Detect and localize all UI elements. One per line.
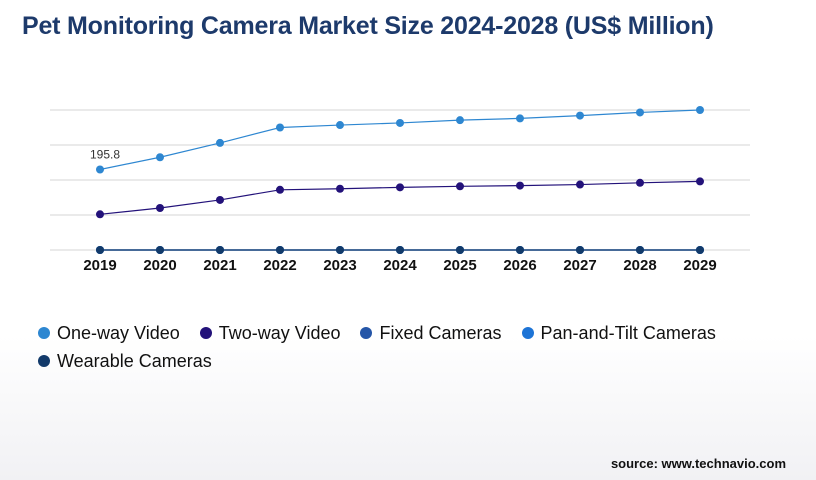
legend-label: Fixed Cameras <box>379 322 502 343</box>
x-tick-label: 2028 <box>623 257 656 274</box>
legend-marker <box>38 327 50 339</box>
data-point <box>156 153 164 162</box>
x-tick-label: 2022 <box>263 257 296 274</box>
series-4 <box>96 246 704 254</box>
data-point <box>516 114 524 123</box>
legend-item: Two-way Video <box>199 322 341 344</box>
x-tick-label: 2025 <box>443 257 476 274</box>
data-point <box>216 246 224 254</box>
series-0 <box>96 106 704 174</box>
data-point <box>696 246 704 254</box>
data-point <box>636 246 644 254</box>
x-tick-label: 2023 <box>323 257 356 274</box>
legend-marker <box>38 355 50 367</box>
data-point <box>516 246 524 254</box>
data-point <box>516 181 524 190</box>
data-point <box>396 246 404 254</box>
x-axis-ticks: 2019 2020 2021 2022 2023 2024 2025 2026 2027 2028… <box>83 257 716 274</box>
grid-lines <box>50 109 750 251</box>
data-point <box>696 177 704 186</box>
x-tick-label: 2021 <box>203 257 236 274</box>
data-point <box>576 180 584 189</box>
x-tick-label: 2024 <box>383 257 417 274</box>
legend-marker <box>199 327 212 339</box>
data-point <box>336 246 344 254</box>
x-tick-label: 2020 <box>143 257 176 274</box>
data-point <box>336 121 344 130</box>
x-tick-label: 2029 <box>683 257 716 274</box>
data-point <box>216 195 224 204</box>
data-point <box>96 210 104 219</box>
chart-title: Pet Monitoring Camera Market Size 2024-2… <box>22 12 714 40</box>
source-note: source: www.technavio.com <box>610 456 786 471</box>
data-point <box>276 185 284 194</box>
chart-legend: One-way Video Two-way Video Fixed Cameras P… <box>38 322 798 372</box>
legend-label: Two-way Video <box>218 322 341 343</box>
x-tick-label: 2019 <box>83 257 116 274</box>
data-point <box>336 184 344 193</box>
data-point <box>156 204 164 212</box>
line-chart: 195.8 2019 2020 2021 2022 2023 2024 2025 2026 20… <box>50 106 750 274</box>
legend-marker <box>360 327 373 339</box>
legend-item: Wearable Cameras <box>38 350 212 372</box>
data-label: 195.8 <box>90 148 120 162</box>
data-point <box>396 118 404 127</box>
data-point <box>96 246 104 254</box>
series-line <box>99 109 701 171</box>
data-point <box>576 111 584 120</box>
data-point <box>396 183 404 192</box>
data-point <box>576 246 584 254</box>
legend-item: Fixed Cameras <box>360 322 502 344</box>
data-point <box>636 178 644 187</box>
x-tick-label: 2027 <box>563 257 596 274</box>
data-point <box>636 108 644 117</box>
legend-label: One-way Video <box>57 322 180 343</box>
data-point <box>456 246 464 254</box>
x-tick-label: 2026 <box>503 257 536 274</box>
data-point <box>456 182 464 191</box>
legend-marker <box>521 327 534 339</box>
series-group: 195.8 <box>90 106 704 254</box>
data-point <box>696 106 704 114</box>
legend-item: Pan-and-Tilt Cameras <box>521 322 716 344</box>
data-point <box>456 116 464 125</box>
legend-item: One-way Video <box>38 322 180 344</box>
data-point <box>276 246 284 254</box>
data-point <box>96 165 104 174</box>
data-point <box>156 246 164 254</box>
data-point <box>276 123 284 132</box>
legend-label: Wearable Cameras <box>57 350 212 371</box>
legend-label: Pan-and-Tilt Cameras <box>540 322 716 343</box>
series-1 <box>96 177 704 219</box>
data-point <box>216 138 224 147</box>
